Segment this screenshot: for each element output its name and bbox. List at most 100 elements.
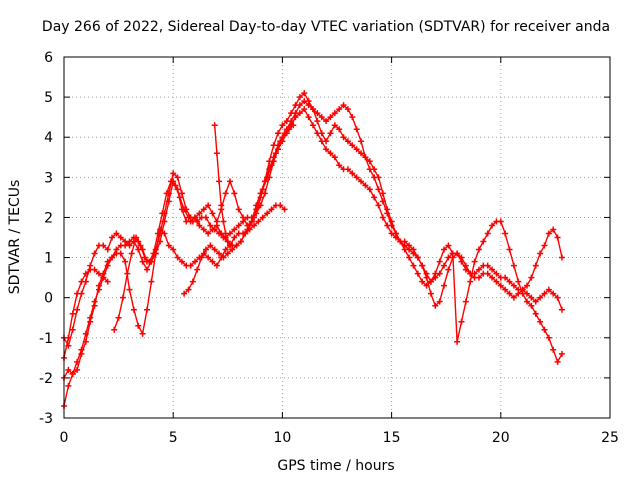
data-point-marker bbox=[104, 246, 111, 253]
data-point-marker bbox=[323, 146, 330, 153]
data-point-marker bbox=[159, 210, 166, 217]
tick-layer: 0 5 10 15 20 25 -3 -2 -1 0 1 2 3 4 5 6 bbox=[39, 50, 619, 446]
data-point-marker bbox=[550, 226, 557, 233]
data-point-marker bbox=[109, 234, 116, 241]
data-point-marker bbox=[65, 334, 72, 341]
x-tick-label: 5 bbox=[169, 430, 178, 446]
data-point-marker bbox=[510, 294, 517, 301]
data-point-marker bbox=[78, 350, 85, 357]
data-point-marker bbox=[209, 258, 216, 265]
data-point-marker bbox=[349, 114, 356, 121]
data-point-marker bbox=[170, 170, 177, 177]
data-point-marker bbox=[224, 238, 231, 245]
data-point-marker bbox=[301, 98, 308, 105]
data-point-marker bbox=[344, 138, 351, 145]
data-point-marker bbox=[524, 282, 531, 289]
data-point-marker bbox=[277, 138, 284, 145]
data-point-marker bbox=[449, 250, 456, 257]
data-point-marker bbox=[126, 286, 133, 293]
data-point-marker bbox=[454, 338, 461, 345]
data-point-marker bbox=[423, 274, 430, 281]
data-point-marker bbox=[524, 298, 531, 305]
data-point-marker bbox=[113, 230, 120, 237]
data-point-marker bbox=[74, 290, 81, 297]
data-point-marker bbox=[207, 222, 214, 229]
data-point-marker bbox=[211, 246, 218, 253]
data-point-marker bbox=[502, 230, 509, 237]
data-point-marker bbox=[207, 242, 214, 249]
data-point-marker bbox=[375, 202, 382, 209]
data-point-marker bbox=[349, 142, 356, 149]
data-point-marker bbox=[331, 154, 338, 161]
data-point-marker bbox=[475, 246, 482, 253]
data-point-marker bbox=[558, 254, 565, 261]
x-tick-label: 10 bbox=[273, 430, 291, 446]
data-point-marker bbox=[285, 126, 292, 133]
data-point-marker bbox=[353, 174, 360, 181]
data-point-marker bbox=[218, 202, 225, 209]
data-point-marker bbox=[141, 254, 148, 261]
data-point-marker bbox=[235, 222, 242, 229]
data-point-marker bbox=[259, 214, 266, 221]
data-point-marker bbox=[222, 230, 229, 237]
y-tick-label: 0 bbox=[44, 291, 53, 307]
data-point-marker bbox=[340, 102, 347, 109]
x-tick-label: 15 bbox=[383, 430, 401, 446]
data-point-marker bbox=[515, 278, 522, 285]
data-point-marker bbox=[235, 206, 242, 213]
data-point-marker bbox=[268, 162, 275, 169]
data-point-marker bbox=[264, 210, 271, 217]
data-point-marker bbox=[202, 214, 209, 221]
data-point-marker bbox=[279, 122, 286, 129]
y-axis-label: SDTVAR / TECUs bbox=[7, 180, 23, 295]
data-point-marker bbox=[388, 222, 395, 229]
data-point-marker bbox=[229, 242, 236, 249]
data-point-marker bbox=[172, 182, 179, 189]
data-point-marker bbox=[196, 222, 203, 229]
data-point-marker bbox=[246, 222, 253, 229]
data-point-marker bbox=[95, 282, 102, 289]
data-point-marker bbox=[109, 254, 116, 261]
data-point-marker bbox=[128, 250, 135, 257]
data-point-marker bbox=[213, 150, 220, 157]
data-point-marker bbox=[181, 206, 188, 213]
data-point-marker bbox=[423, 282, 430, 289]
data-point-marker bbox=[91, 266, 98, 273]
y-tick-label: 5 bbox=[44, 90, 53, 106]
data-point-marker bbox=[189, 278, 196, 285]
data-point-marker bbox=[502, 274, 509, 281]
data-point-marker bbox=[336, 106, 343, 113]
data-point-marker bbox=[296, 102, 303, 109]
data-point-marker bbox=[216, 250, 223, 257]
data-point-marker bbox=[170, 246, 177, 253]
data-point-marker bbox=[519, 290, 526, 297]
x-tick-label: 0 bbox=[60, 430, 69, 446]
data-point-marker bbox=[78, 278, 85, 285]
data-point-marker bbox=[187, 262, 194, 269]
data-point-marker bbox=[475, 274, 482, 281]
data-point-marker bbox=[231, 190, 238, 197]
data-point-marker bbox=[301, 106, 308, 113]
data-point-marker bbox=[349, 170, 356, 177]
data-point-marker bbox=[135, 322, 142, 329]
data-point-marker bbox=[558, 350, 565, 357]
data-point-marker bbox=[100, 242, 107, 249]
data-point-marker bbox=[441, 262, 448, 269]
data-point-marker bbox=[510, 282, 517, 289]
data-point-marker bbox=[379, 198, 386, 205]
data-point-marker bbox=[327, 130, 334, 137]
data-point-marker bbox=[475, 266, 482, 273]
data-point-marker bbox=[185, 214, 192, 221]
data-point-marker bbox=[104, 278, 111, 285]
data-point-marker bbox=[65, 382, 72, 389]
data-point-marker bbox=[353, 126, 360, 133]
data-point-marker bbox=[545, 286, 552, 293]
data-point-marker bbox=[502, 286, 509, 293]
data-point-marker bbox=[314, 118, 321, 125]
data-point-marker bbox=[222, 246, 229, 253]
data-point-marker bbox=[414, 270, 421, 277]
x-axis-label: GPS time / hours bbox=[277, 458, 394, 474]
data-point-marker bbox=[124, 270, 131, 277]
data-point-marker bbox=[327, 150, 334, 157]
data-point-marker bbox=[419, 278, 426, 285]
